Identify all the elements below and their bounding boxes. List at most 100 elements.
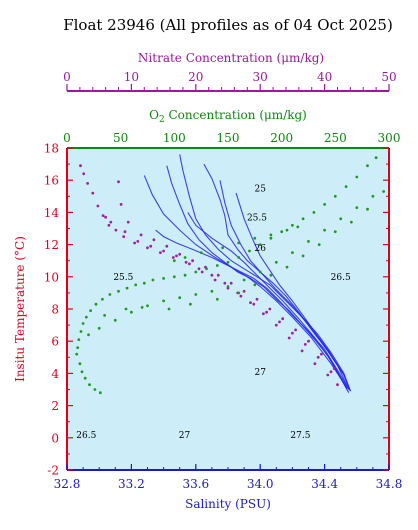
nitrate-point xyxy=(291,331,294,335)
salinity-tick-label: 33.2 xyxy=(118,477,145,491)
nitrate-point xyxy=(109,220,113,224)
density-contour-label: 25.5 xyxy=(113,273,133,283)
oxygen-point xyxy=(113,318,117,322)
oxygen-label-sub: 2 xyxy=(159,115,165,125)
nitrate-point xyxy=(249,301,252,304)
nitrate-point xyxy=(133,241,137,245)
oxygen-point xyxy=(366,164,369,168)
temperature-tick-label: 10 xyxy=(44,270,59,284)
nitrate-tick-label: 30 xyxy=(253,70,268,84)
nitrate-point xyxy=(139,233,143,237)
temperature-tick-label: 0 xyxy=(51,431,59,445)
salinity-tick-label: 34.8 xyxy=(376,477,403,491)
nitrate-point xyxy=(171,256,175,259)
nitrate-point xyxy=(119,203,123,206)
oxygen-tick-label: 300 xyxy=(378,131,401,145)
nitrate-point xyxy=(91,191,95,195)
nitrate-point xyxy=(86,182,89,185)
nitrate-point xyxy=(146,246,149,250)
oxygen-point xyxy=(226,285,230,288)
oxygen-point xyxy=(108,293,112,296)
oxygen-point xyxy=(79,330,83,333)
density-contour-label: 25 xyxy=(254,184,266,194)
oxygen-point xyxy=(323,228,326,232)
density-contour-label: 26.5 xyxy=(331,273,351,283)
oxygen-point xyxy=(285,228,289,232)
nitrate-point xyxy=(107,223,111,227)
oxygen-point xyxy=(291,251,294,255)
density-contour-label: 26 xyxy=(254,244,266,254)
nitrate-point xyxy=(262,312,265,316)
oxygen-tick-label: 0 xyxy=(63,131,71,145)
oxygen-point xyxy=(183,256,187,259)
oxygen-point xyxy=(167,307,171,311)
nitrate-point xyxy=(329,370,333,374)
oxygen-point xyxy=(97,326,101,330)
oxygen-point xyxy=(301,217,305,221)
oxygen-point xyxy=(80,370,84,374)
oxygen-point xyxy=(226,260,230,264)
oxygen-point xyxy=(76,346,80,349)
oxygen-point xyxy=(117,289,120,293)
oxygen-point xyxy=(162,299,166,303)
oxygen-point xyxy=(366,207,369,211)
nitrate-tick-label: 50 xyxy=(381,70,396,84)
oxygen-point xyxy=(94,302,98,306)
oxygen-point xyxy=(382,190,385,193)
oxygen-point xyxy=(75,352,79,356)
nitrate-point xyxy=(255,297,259,301)
temperature-tick-label: 14 xyxy=(44,206,60,220)
oxygen-point xyxy=(140,306,144,309)
oxygen-point xyxy=(280,230,284,234)
oxygen-point xyxy=(269,236,273,240)
nitrate-point xyxy=(175,254,178,258)
oxygen-point xyxy=(248,249,251,253)
oxygen-point xyxy=(291,223,294,227)
oxygen-point xyxy=(199,251,203,255)
nitrate-point xyxy=(320,352,323,356)
oxygen-point xyxy=(142,281,146,285)
nitrate-point xyxy=(278,320,281,324)
oxygen-point xyxy=(210,289,214,293)
oxygen-point xyxy=(242,278,246,282)
oxygen-point xyxy=(215,264,219,267)
plot-area xyxy=(67,148,389,470)
nitrate-point xyxy=(96,204,100,208)
oxygen-point xyxy=(162,277,166,280)
salinity-axis-label: Salinity (PSU) xyxy=(185,497,271,511)
oxygen-point xyxy=(285,265,289,269)
oxygen-point xyxy=(355,206,359,210)
salinity-tick-label: 34.0 xyxy=(247,477,274,491)
nitrate-point xyxy=(294,328,297,332)
oxygen-point xyxy=(339,217,343,221)
nitrate-point xyxy=(152,238,156,242)
ts-profile-line xyxy=(187,212,348,390)
oxygen-point xyxy=(355,175,359,179)
temperature-tick-label: 2 xyxy=(51,399,59,413)
oxygen-point xyxy=(307,240,310,243)
oxygen-point xyxy=(312,211,316,214)
ts-profile-line xyxy=(166,165,350,393)
nitrate-axis: Nitrate Concentration (μm/kg) 0 10 20 30 40 5… xyxy=(63,51,397,92)
oxygen-point xyxy=(88,383,91,387)
nitrate-point xyxy=(104,215,107,219)
oxygen-tick-label: 150 xyxy=(217,131,240,145)
ts-profile-line xyxy=(179,154,351,392)
temperature-tick-label: 4 xyxy=(51,367,59,381)
oxygen-axis: O2 Concentration (μm/kg) 0 50 100 150 200 250… xyxy=(63,108,400,154)
oxygen-point xyxy=(344,185,348,189)
nitrate-point xyxy=(123,230,127,234)
nitrate-point xyxy=(229,281,233,285)
temperature-tick-label: 8 xyxy=(51,303,59,317)
nitrate-point xyxy=(274,323,278,327)
oxygen-tick-label: 250 xyxy=(324,131,347,145)
oxygen-point xyxy=(183,273,187,277)
oxygen-point xyxy=(350,220,353,224)
nitrate-point xyxy=(326,373,330,377)
salinity-tick-label: 32.8 xyxy=(54,477,81,491)
nitrate-points xyxy=(79,164,339,387)
oxygen-point xyxy=(253,236,257,240)
oxygen-point xyxy=(178,296,182,300)
oxygen-label-rest: Concentration (μm/kg) xyxy=(165,108,307,122)
